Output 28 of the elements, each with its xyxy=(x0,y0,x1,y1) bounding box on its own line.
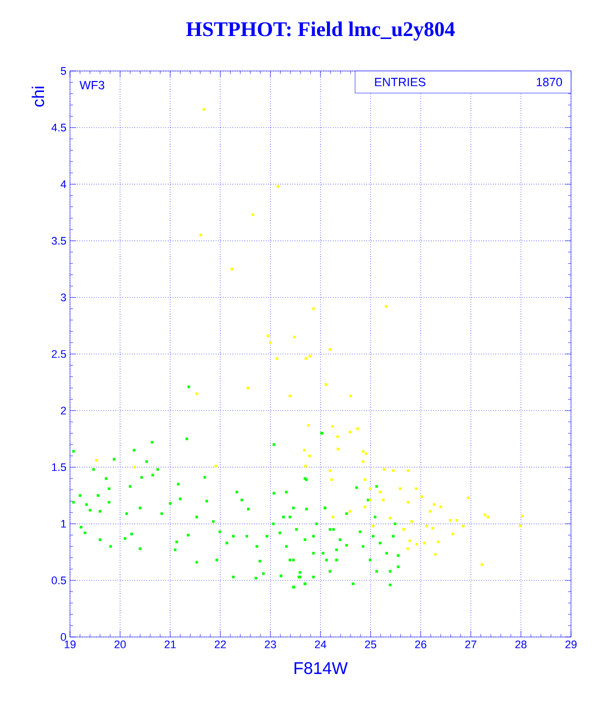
y-tick-label: 2.5 xyxy=(52,350,66,358)
annotation: 1870 xyxy=(536,78,562,86)
x-tick-label: 25 xyxy=(365,640,376,648)
y-tick-label: 3 xyxy=(60,294,66,302)
y-tick-label: 0 xyxy=(60,633,66,641)
x-tick-label: 22 xyxy=(214,640,226,648)
annotation: ENTRIES xyxy=(375,78,426,86)
y-tick-label: 3.5 xyxy=(52,236,66,245)
y-tick-label: 1 xyxy=(61,520,66,528)
x-tick-label: 21 xyxy=(164,640,176,648)
x-tick-label: 20 xyxy=(114,640,126,648)
x-tick-label: 26 xyxy=(415,640,426,648)
y-tick-label: 1.5 xyxy=(52,463,66,472)
y-axis-title: chi xyxy=(32,86,44,107)
y-tick-label: 4.5 xyxy=(51,124,66,132)
x-axis-title: F814W xyxy=(294,662,348,674)
y-tick-label: 4 xyxy=(60,180,66,188)
y-tick-label: 0.5 xyxy=(52,576,66,584)
y-tick-label: 5 xyxy=(60,67,66,75)
annotation: WF3 xyxy=(80,80,104,90)
y-tick-label: 2 xyxy=(60,406,66,414)
x-tick-label: 23 xyxy=(264,640,276,648)
x-tick-label: 29 xyxy=(565,640,577,648)
x-tick-label: 27 xyxy=(465,640,476,648)
chart-title: HSTPHOT: Field lmc_u2y804 xyxy=(186,22,455,41)
x-tick-label: 19 xyxy=(64,640,76,648)
x-tick-label: 28 xyxy=(515,640,527,648)
x-tick-label: 24 xyxy=(314,640,326,648)
